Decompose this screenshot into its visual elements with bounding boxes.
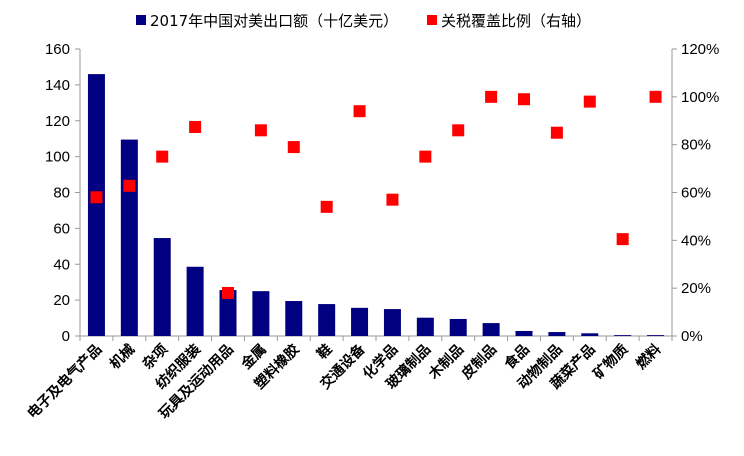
- left-tick-label: 160: [45, 41, 70, 58]
- bar: [416, 317, 434, 336]
- bar: [252, 291, 270, 336]
- tariff-point: [616, 233, 629, 246]
- x-category-label: 燃料: [633, 341, 665, 373]
- bar: [482, 323, 500, 336]
- tariff-point: [156, 150, 169, 163]
- x-category-label: 皮制品: [458, 341, 500, 383]
- bar: [383, 309, 401, 336]
- bar: [219, 290, 237, 336]
- tariff-point: [518, 93, 530, 106]
- right-tick-label: 60%: [681, 185, 711, 202]
- bar: [120, 139, 138, 336]
- left-tick-label: 60: [53, 220, 70, 237]
- bar: [647, 335, 665, 336]
- right-tick-label: 80%: [681, 137, 711, 154]
- bar: [153, 238, 171, 336]
- tariff-point: [649, 90, 662, 103]
- bar: [548, 332, 566, 336]
- legend: 2017年中国对美出口额（十亿美元） 关税覆盖比例（右轴）: [136, 12, 591, 30]
- x-category-label: 鞋: [314, 341, 336, 363]
- right-tick-label: 120%: [681, 41, 719, 58]
- tariff-point: [353, 105, 366, 118]
- legend-label-tariff: 关税覆盖比例（右轴）: [441, 12, 591, 30]
- bar: [351, 307, 369, 336]
- tariff-point: [550, 126, 563, 139]
- x-category-label: 木制品: [425, 341, 467, 383]
- legend-swatch-tariff: [427, 15, 437, 25]
- bar: [449, 318, 467, 336]
- bar: [318, 304, 336, 336]
- right-tick-label: 40%: [681, 232, 711, 249]
- tariff-point: [485, 90, 498, 103]
- bar: [87, 74, 105, 337]
- left-tick-label: 40: [53, 256, 70, 273]
- left-tick-label: 100: [45, 149, 70, 166]
- bar: [186, 266, 204, 336]
- x-category-label: 矿物质: [590, 341, 632, 383]
- left-tick-label: 120: [45, 113, 70, 130]
- tariff-point: [189, 120, 202, 133]
- tariff-point: [287, 141, 300, 154]
- tariff-point: [386, 193, 399, 206]
- x-category-label: 机械: [106, 341, 138, 373]
- legend-label-exports: 2017年中国对美出口额（十亿美元）: [150, 12, 398, 30]
- left-tick-label: 80: [53, 185, 70, 202]
- tariff-point: [452, 124, 465, 137]
- bar: [581, 333, 599, 336]
- tariff-point: [222, 286, 234, 299]
- tariff-point: [583, 95, 596, 108]
- right-tick-label: 0%: [681, 328, 703, 345]
- right-tick-label: 20%: [681, 280, 711, 297]
- tariff-point: [320, 200, 333, 213]
- bar: [515, 330, 533, 336]
- bar: [614, 335, 632, 336]
- tariff-point: [123, 179, 136, 192]
- tariff-point: [419, 150, 432, 163]
- left-tick-label: 140: [45, 77, 70, 94]
- left-tick-label: 20: [53, 292, 70, 309]
- legend-swatch-exports: [136, 15, 146, 25]
- tariff-point: [90, 191, 103, 204]
- left-tick-label: 0: [62, 328, 70, 345]
- bar: [285, 301, 303, 336]
- x-category-label: 电子及电气产品: [24, 341, 105, 422]
- tariff-point: [254, 124, 267, 137]
- right-tick-label: 100%: [681, 89, 719, 106]
